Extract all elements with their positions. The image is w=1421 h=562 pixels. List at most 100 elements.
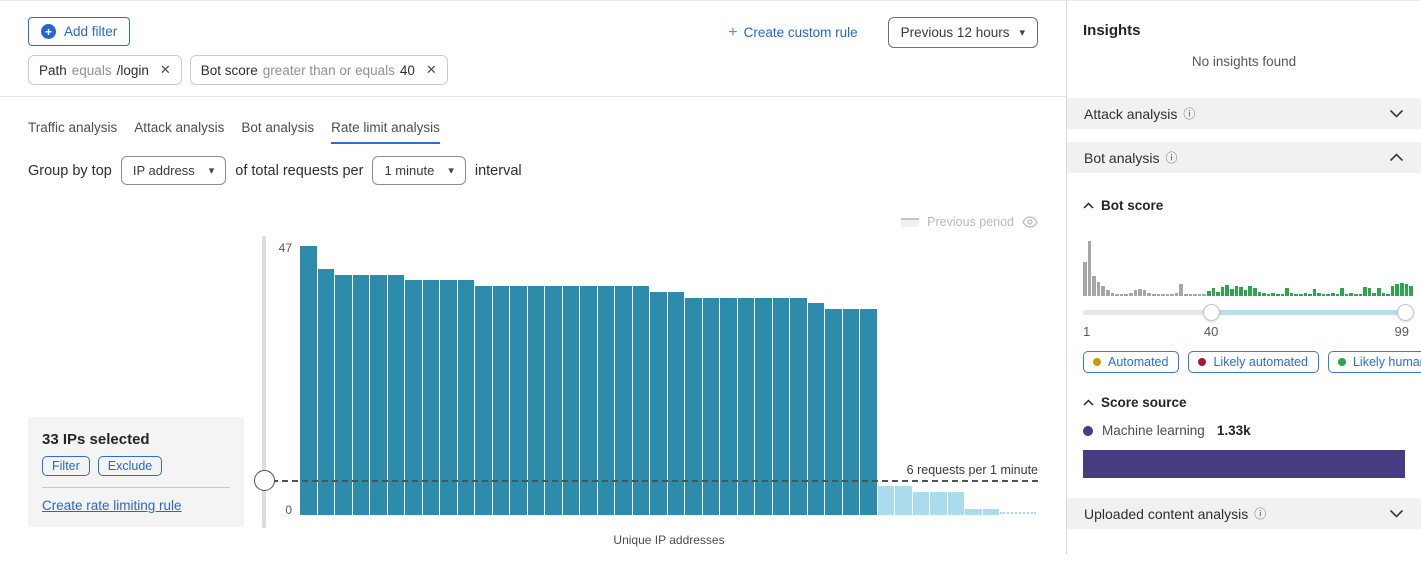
filter-field: Bot score xyxy=(200,62,258,78)
chart-bar[interactable] xyxy=(930,492,947,515)
histogram-bar xyxy=(1243,290,1248,296)
info-icon[interactable]: ⓘ xyxy=(1254,507,1267,521)
create-custom-rule-link[interactable]: + Create custom rule xyxy=(728,24,857,42)
chart-bar[interactable] xyxy=(720,297,737,515)
likely-automated-dot-icon xyxy=(1198,358,1207,366)
header-divider xyxy=(0,96,1066,97)
previous-period-legend-toggle[interactable]: Previous period xyxy=(901,215,1038,229)
tick-max: 99 xyxy=(1394,324,1409,339)
threshold-slider-track xyxy=(262,236,266,528)
time-range-dropdown[interactable]: Previous 12 hours ▾ xyxy=(887,17,1038,48)
eye-icon[interactable] xyxy=(1022,216,1038,228)
histogram-bar xyxy=(1303,293,1308,296)
threshold-dashed-line xyxy=(272,480,1038,482)
chart-bar[interactable] xyxy=(912,492,929,515)
chart-bar[interactable] xyxy=(510,286,527,515)
section-attack-analysis[interactable]: Attack analysis ⓘ xyxy=(1067,98,1421,129)
bot-analysis-content: Bot score 1 40 99 Automated xyxy=(1067,198,1421,478)
chart-bar[interactable] xyxy=(877,486,894,515)
chart-bar[interactable] xyxy=(947,492,964,515)
histogram-bar xyxy=(1409,286,1413,296)
chart-bar[interactable] xyxy=(737,297,754,515)
filter-chip-bot-score[interactable]: Bot score greater than or equals 40 ✕ xyxy=(189,55,448,85)
chart-bar[interactable] xyxy=(965,509,982,515)
chart-bar[interactable] xyxy=(650,291,667,515)
range-handle-right[interactable] xyxy=(1397,304,1414,321)
chart-bar[interactable] xyxy=(457,280,474,515)
chart-bar[interactable] xyxy=(825,308,842,515)
chart-bar[interactable] xyxy=(615,286,632,515)
dimension-select[interactable]: IP address ▾ xyxy=(120,156,227,185)
threshold-slider-handle[interactable] xyxy=(254,470,275,491)
chart-bar[interactable] xyxy=(492,286,509,515)
dimension-select-value: IP address xyxy=(132,163,195,178)
chart-bar[interactable] xyxy=(842,308,859,515)
badge-automated[interactable]: Automated xyxy=(1083,351,1180,373)
badge-likely-human[interactable]: Likely human xyxy=(1327,351,1421,373)
chart-bar[interactable] xyxy=(772,297,789,515)
chart-bar[interactable] xyxy=(982,509,999,515)
chart-bar[interactable] xyxy=(632,286,649,515)
interval-select[interactable]: 1 minute ▾ xyxy=(372,156,466,185)
exclude-button[interactable]: Exclude xyxy=(97,456,163,476)
chart-bar[interactable] xyxy=(895,486,912,515)
info-icon[interactable]: ⓘ xyxy=(1183,107,1196,121)
close-icon[interactable]: ✕ xyxy=(425,62,437,77)
histogram-bar xyxy=(1358,294,1363,296)
range-tick-labels: 1 40 99 xyxy=(1083,324,1409,340)
close-icon[interactable]: ✕ xyxy=(159,62,171,77)
tab-attack-analysis[interactable]: Attack analysis xyxy=(134,120,225,135)
histogram-bar xyxy=(1101,286,1105,296)
analysis-tabs: Traffic analysis Attack analysis Bot ana… xyxy=(0,120,1066,144)
chevron-up-icon xyxy=(1083,399,1094,406)
bot-score-collapser[interactable]: Bot score xyxy=(1083,198,1405,213)
chart-bar[interactable] xyxy=(387,274,404,515)
score-source-collapser[interactable]: Score source xyxy=(1083,395,1405,410)
histogram-bar xyxy=(1344,294,1349,296)
chart-bar[interactable] xyxy=(667,291,684,515)
create-rate-limiting-rule-link[interactable]: Create rate limiting rule xyxy=(42,498,182,513)
filter-button[interactable]: Filter xyxy=(42,456,90,476)
chart-bar[interactable] xyxy=(317,268,334,515)
chart-bar[interactable] xyxy=(370,274,387,515)
chart-bar[interactable] xyxy=(527,286,544,515)
chart-bar[interactable] xyxy=(352,274,369,515)
chevron-up-icon xyxy=(1389,153,1404,162)
chart-bar[interactable] xyxy=(580,286,597,515)
tab-traffic-analysis[interactable]: Traffic analysis xyxy=(28,120,118,135)
tick-min: 1 xyxy=(1083,324,1091,339)
chart-bar[interactable] xyxy=(790,297,807,515)
chart-bar[interactable] xyxy=(807,303,824,515)
chart-bar[interactable] xyxy=(685,297,702,515)
histogram-bar xyxy=(1275,294,1280,296)
badge-likely-automated[interactable]: Likely automated xyxy=(1188,351,1319,373)
chart-bar[interactable] xyxy=(702,297,719,515)
add-filter-button[interactable]: + Add filter xyxy=(28,17,131,46)
chart-bar[interactable] xyxy=(597,286,614,515)
histogram-bar xyxy=(1083,262,1087,296)
badge-label: Automated xyxy=(1108,355,1169,369)
info-icon[interactable]: ⓘ xyxy=(1165,151,1178,165)
filter-chip-path[interactable]: Path equals /login ✕ xyxy=(28,55,182,85)
range-handle-left[interactable] xyxy=(1203,304,1221,321)
filter-field: Path xyxy=(39,62,67,78)
tab-bot-analysis[interactable]: Bot analysis xyxy=(241,120,315,135)
section-bot-analysis[interactable]: Bot analysis ⓘ xyxy=(1067,142,1421,173)
chart-bar[interactable] xyxy=(860,308,877,515)
chart-bar[interactable] xyxy=(300,246,317,515)
chart-bar[interactable] xyxy=(335,274,352,515)
chart-bar[interactable] xyxy=(475,286,492,515)
chart-bar[interactable] xyxy=(440,280,457,515)
chart-bar[interactable] xyxy=(755,297,772,515)
histogram-bar xyxy=(1257,292,1262,296)
tab-rate-limit-analysis[interactable]: Rate limit analysis xyxy=(331,120,440,144)
machine-learning-dot-icon xyxy=(1083,425,1093,436)
chart-bar[interactable] xyxy=(422,280,439,515)
create-custom-rule-label: Create custom rule xyxy=(743,25,858,40)
chart-bar[interactable] xyxy=(562,286,579,515)
chart-bar[interactable] xyxy=(545,286,562,515)
score-source-bar[interactable] xyxy=(1083,450,1405,478)
chart-bar[interactable] xyxy=(405,280,422,515)
filter-value: /login xyxy=(116,62,149,78)
section-uploaded-content-analysis[interactable]: Uploaded content analysis ⓘ xyxy=(1067,498,1421,529)
